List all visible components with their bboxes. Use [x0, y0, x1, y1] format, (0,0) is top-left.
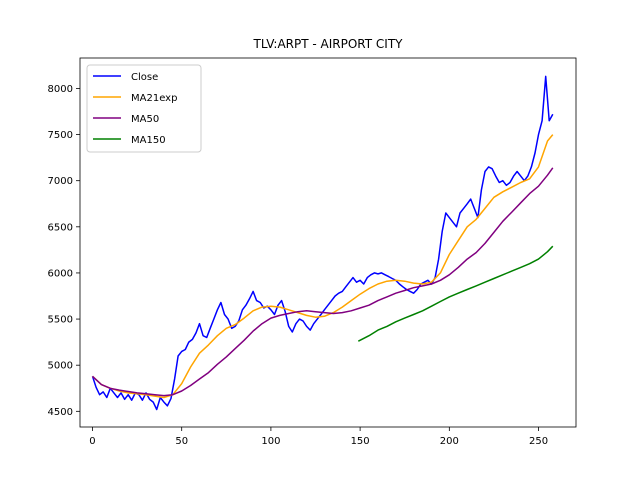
chart-title: TLV:ARPT - AIRPORT CITY	[253, 37, 404, 51]
y-tick-label: 7500	[48, 130, 73, 141]
series-line-ma150	[357, 245, 554, 342]
x-tick-label: 250	[529, 436, 548, 447]
legend-label-ma21exp: MA21exp	[131, 93, 177, 104]
x-tick-label: 200	[440, 436, 459, 447]
legend-label-close: Close	[131, 72, 158, 83]
x-tick-label: 50	[175, 436, 188, 447]
x-tick-label: 100	[261, 436, 280, 447]
x-tick-label: 0	[89, 436, 95, 447]
x-axis: 0 50 100 150 200 250	[89, 427, 548, 447]
legend-frame	[86, 64, 202, 153]
y-tick-label: 5500	[48, 315, 73, 326]
y-tick-label: 6500	[48, 222, 73, 233]
y-tick-label: 7000	[48, 176, 73, 187]
series-layer	[91, 75, 554, 411]
plot-area-frame	[79, 57, 577, 428]
legend-label-ma150: MA150	[131, 135, 166, 146]
y-tick-label: 8000	[48, 84, 73, 95]
y-tick-label: 6000	[48, 268, 73, 279]
series-line-ma50	[91, 167, 554, 397]
legend-label-ma50: MA50	[131, 114, 159, 125]
legend: Close MA21exp MA50 MA150	[86, 64, 202, 153]
y-tick-label: 5000	[48, 361, 73, 372]
y-axis: 4500 5000 5500 6000 6500 7000 7500 8000	[48, 84, 80, 418]
y-tick-label: 4500	[48, 407, 73, 418]
x-tick-label: 150	[351, 436, 370, 447]
